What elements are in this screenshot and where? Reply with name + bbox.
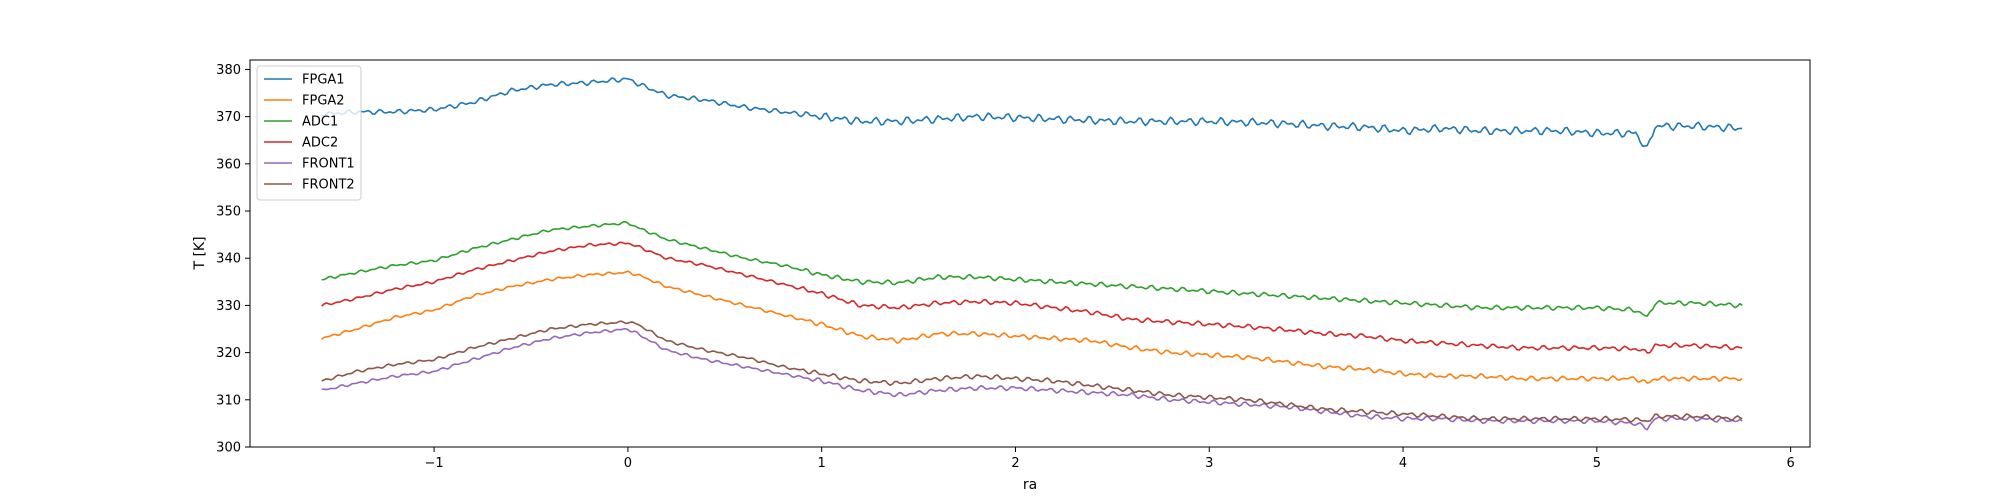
legend-label: FPGA1 — [302, 73, 345, 88]
x-tick-label: 1 — [818, 456, 826, 471]
series-line-front1 — [321, 327, 1743, 431]
series-line-adc1 — [321, 221, 1743, 317]
series-line-fpga2 — [321, 270, 1743, 384]
series-line-fpga1 — [321, 77, 1743, 147]
series-line-adc2 — [321, 241, 1743, 354]
series-line-front2 — [321, 320, 1743, 423]
x-tick-label: 3 — [1205, 456, 1213, 471]
legend-label: FRONT2 — [302, 178, 355, 193]
x-tick-label: 0 — [624, 456, 632, 471]
legend-label: ADC1 — [302, 115, 338, 130]
y-tick-label: 360 — [216, 157, 241, 172]
series-layer — [321, 77, 1743, 431]
legend-label: ADC2 — [302, 136, 338, 151]
x-tick-label: −1 — [425, 456, 444, 471]
y-tick-label: 370 — [216, 110, 241, 125]
x-axis-label: ra — [1023, 477, 1037, 493]
x-tick-label: 6 — [1786, 456, 1794, 471]
legend-label: FPGA2 — [302, 94, 345, 109]
x-tick-label: 4 — [1399, 456, 1407, 471]
y-tick-label: 300 — [216, 441, 241, 456]
y-tick-label: 380 — [216, 63, 241, 78]
y-tick-label: 330 — [216, 299, 241, 314]
plot-frame — [249, 59, 1811, 448]
x-tick-label: 2 — [1011, 456, 1019, 471]
legend: FPGA1 FPGA2 ADC1 ADC2 FRONT1 FRONT2 — [256, 65, 362, 201]
y-axis-label: T [K] — [192, 236, 208, 270]
x-tick-label: 5 — [1593, 456, 1601, 471]
x-axis: −1 0 1 2 3 4 5 6 — [425, 447, 1795, 471]
y-tick-label: 350 — [216, 205, 241, 220]
y-tick-label: 320 — [216, 346, 241, 361]
legend-label: FRONT1 — [302, 157, 355, 172]
y-tick-label: 310 — [216, 393, 241, 408]
y-axis: 300 310 320 330 340 350 360 370 380 — [216, 63, 250, 456]
y-tick-label: 340 — [216, 252, 241, 267]
